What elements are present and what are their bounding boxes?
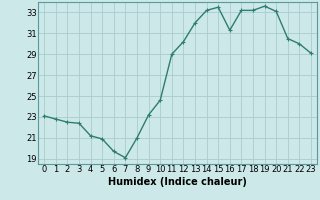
X-axis label: Humidex (Indice chaleur): Humidex (Indice chaleur) (108, 177, 247, 187)
